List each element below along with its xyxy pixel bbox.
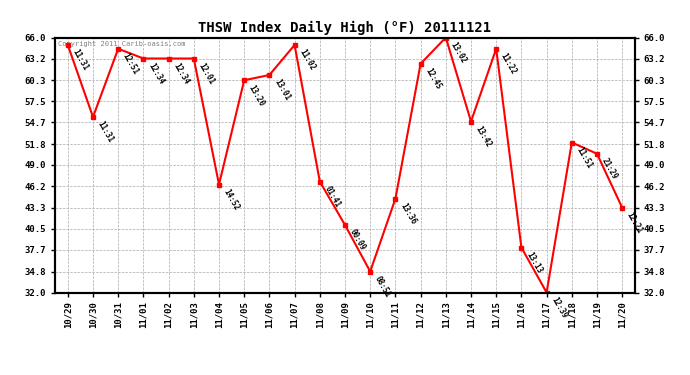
Text: 12:51: 12:51: [121, 51, 140, 76]
Text: 11:31: 11:31: [70, 48, 90, 72]
Text: 11:31: 11:31: [96, 120, 115, 144]
Text: 13:20: 13:20: [247, 83, 266, 108]
Text: 12:45: 12:45: [424, 66, 443, 91]
Text: 11:22: 11:22: [499, 51, 518, 76]
Text: 13:01: 13:01: [272, 78, 292, 102]
Text: 21:29: 21:29: [600, 156, 619, 181]
Title: THSW Index Daily High (°F) 20111121: THSW Index Daily High (°F) 20111121: [199, 21, 491, 35]
Text: 01:41: 01:41: [323, 184, 342, 209]
Text: 12:39: 12:39: [549, 295, 569, 320]
Text: 08:51: 08:51: [373, 274, 393, 299]
Text: 13:02: 13:02: [448, 40, 468, 65]
Text: 14:52: 14:52: [221, 187, 241, 212]
Text: 12:01: 12:01: [197, 61, 216, 86]
Text: 00:09: 00:09: [348, 228, 367, 252]
Text: 11:02: 11:02: [297, 48, 317, 72]
Text: 12:34: 12:34: [171, 61, 190, 86]
Text: 11:51: 11:51: [575, 145, 594, 170]
Text: 12:21: 12:21: [625, 210, 644, 235]
Text: 13:36: 13:36: [398, 201, 417, 226]
Text: 13:13: 13:13: [524, 250, 544, 275]
Text: 12:34: 12:34: [146, 61, 166, 86]
Text: Copyright 2011 Carib-oasis.com: Copyright 2011 Carib-oasis.com: [58, 41, 186, 47]
Text: 13:42: 13:42: [474, 124, 493, 149]
